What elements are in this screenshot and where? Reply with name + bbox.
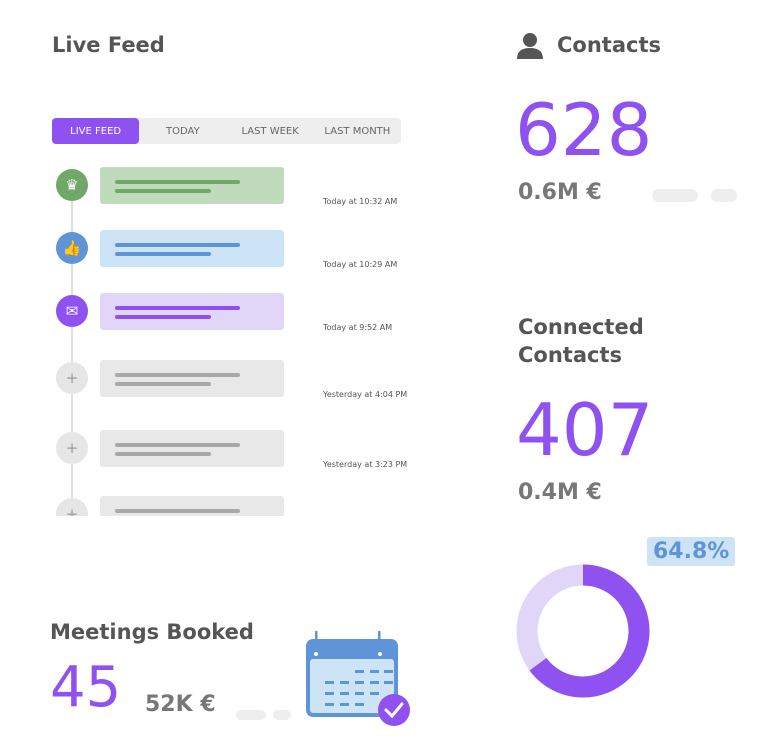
- crown-icon: ♛: [56, 169, 88, 201]
- feed-card[interactable]: [100, 360, 284, 397]
- plus-icon: +: [56, 498, 88, 516]
- donut-chart: [516, 564, 650, 698]
- feed-item[interactable]: +: [50, 496, 430, 516]
- live-feed-title: Live Feed: [52, 33, 165, 57]
- feed-card[interactable]: [100, 167, 284, 204]
- timeline-line: [71, 180, 73, 516]
- connected-value: 0.4M €: [518, 480, 602, 505]
- mail-icon: ✉: [56, 295, 88, 327]
- feed-tabs: LIVE FEED TODAY LAST WEEK LAST MONTH: [52, 118, 401, 144]
- feed-timestamp: Today at 10:29 AM: [323, 260, 398, 269]
- feed-card[interactable]: [100, 230, 284, 267]
- feed-timestamp: Today at 9:52 AM: [323, 323, 393, 332]
- feed-list: ♛ Today at 10:32 AM 👍 Today at 10:29 AM ✉ …: [50, 160, 430, 516]
- contacts-title: Contacts: [557, 33, 661, 57]
- contacts-value: 0.6M €: [518, 180, 602, 205]
- contacts-count: 628: [515, 88, 653, 172]
- tab-live-feed[interactable]: LIVE FEED: [52, 118, 140, 144]
- feed-item[interactable]: + Yesterday at 4:04 PM: [50, 360, 430, 400]
- feed-item[interactable]: + Yesterday at 3:23 PM: [50, 430, 430, 470]
- feed-card[interactable]: [100, 293, 284, 330]
- feed-timestamp: Today at 10:32 AM: [323, 197, 398, 206]
- feed-card[interactable]: [100, 496, 284, 516]
- tab-last-week[interactable]: LAST WEEK: [241, 125, 299, 137]
- feed-timestamp: Yesterday at 3:23 PM: [323, 460, 408, 469]
- tab-today[interactable]: TODAY: [166, 125, 200, 137]
- placeholder-pill: [236, 710, 266, 720]
- feed-item[interactable]: ✉ Today at 9:52 AM: [50, 293, 430, 333]
- feed-item[interactable]: 👍 Today at 10:29 AM: [50, 230, 430, 270]
- connected-title-line1: Connected: [518, 315, 644, 339]
- connected-count: 407: [516, 388, 654, 472]
- tab-last-month[interactable]: LAST MONTH: [324, 125, 391, 137]
- placeholder-pill: [273, 710, 291, 720]
- placeholder-pill: [711, 189, 737, 202]
- calendar-check-icon: [306, 631, 410, 726]
- meetings-count: 45: [50, 655, 122, 720]
- plus-icon: +: [56, 362, 88, 394]
- feed-timestamp: Yesterday at 4:04 PM: [323, 390, 408, 399]
- person-icon: [515, 31, 545, 59]
- placeholder-pill: [652, 189, 698, 202]
- plus-icon: +: [56, 432, 88, 464]
- thumbs-up-icon: 👍: [56, 232, 88, 264]
- feed-item[interactable]: ♛ Today at 10:32 AM: [50, 167, 430, 207]
- percent-badge: 64.8%: [647, 537, 736, 566]
- connected-title-line2: Contacts: [518, 343, 622, 367]
- connected-title: Connected Contacts: [518, 313, 644, 369]
- meetings-title: Meetings Booked: [50, 620, 254, 644]
- meetings-value: 52K €: [145, 692, 216, 717]
- feed-card[interactable]: [100, 430, 284, 467]
- donut-arc: [516, 564, 650, 698]
